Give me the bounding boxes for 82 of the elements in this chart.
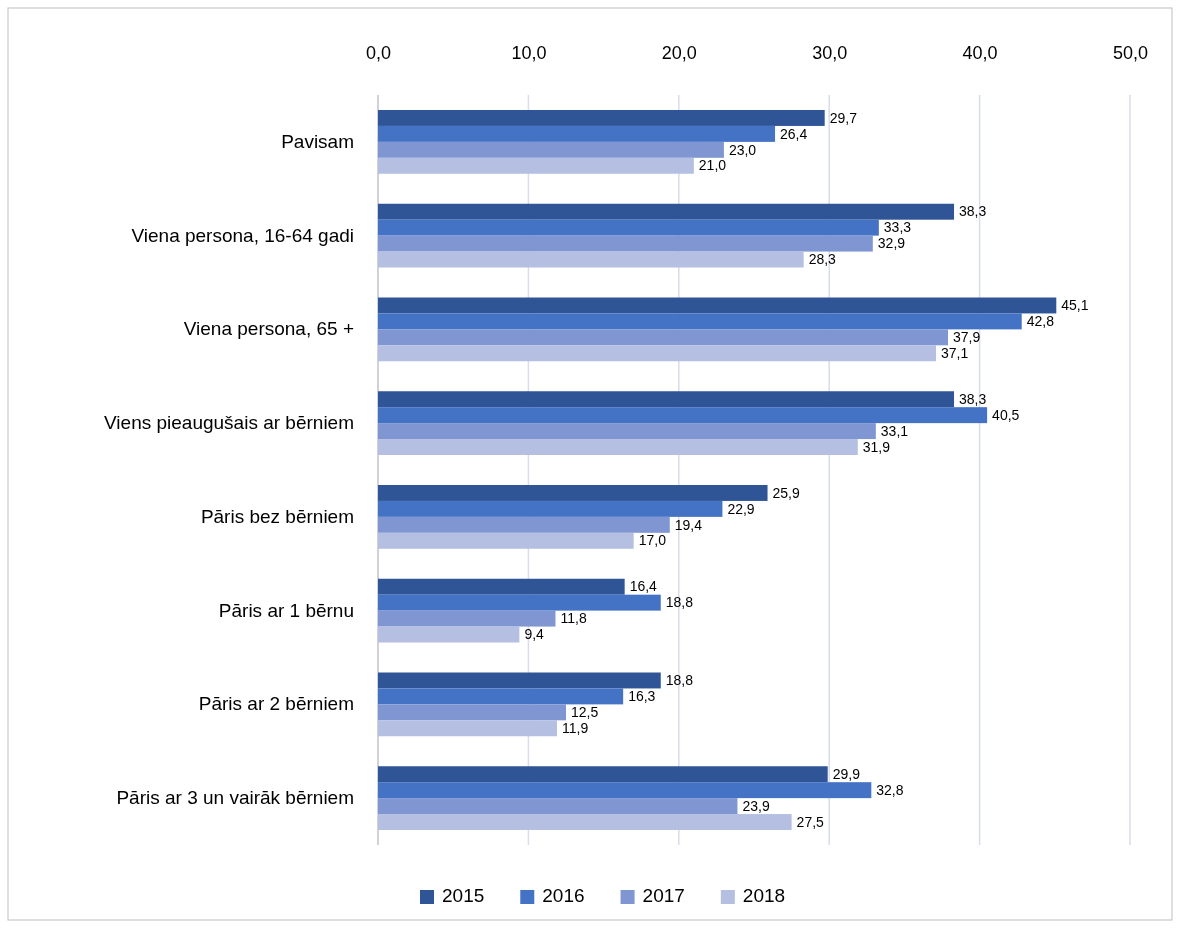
- bar: [378, 720, 557, 737]
- bar: [378, 594, 661, 611]
- data-label: 28,3: [808, 251, 837, 268]
- data-label: 11,9: [561, 719, 589, 736]
- bar: [378, 672, 661, 689]
- x-tick-label: 30,0: [812, 43, 848, 63]
- data-label: 18,8: [665, 672, 694, 689]
- data-label: 40,5: [992, 406, 1020, 423]
- data-label: 22,9: [727, 500, 755, 517]
- bar: [378, 782, 872, 799]
- bar: [378, 345, 936, 362]
- y-tick-label: Viens pieaugušais ar bērniem: [104, 412, 354, 434]
- data-label: 9,4: [524, 626, 545, 643]
- bar: [378, 610, 556, 627]
- x-tick-label: 20,0: [661, 43, 697, 63]
- y-tick-label: Viena persona, 65 +: [183, 318, 354, 340]
- data-label: 25,9: [772, 484, 800, 501]
- bar: [378, 297, 1057, 314]
- legend-label: 2018: [742, 885, 786, 907]
- legend-label: 2015: [442, 885, 485, 907]
- data-label: 16,4: [629, 578, 658, 595]
- bar: [378, 251, 804, 268]
- x-tick-label: 0,0: [365, 43, 392, 63]
- y-tick-label: Pāris ar 2 bērniem: [198, 693, 354, 715]
- y-tick-label: Pāris ar 1 bērnu: [218, 599, 354, 621]
- data-label: 32,9: [877, 235, 906, 252]
- legend-label: 2017: [642, 885, 685, 907]
- data-label: 42,8: [1026, 313, 1055, 330]
- data-label: 29,7: [829, 109, 858, 126]
- x-tick-label: 50,0: [1112, 43, 1149, 63]
- bar: [378, 141, 724, 158]
- bar: [378, 439, 858, 455]
- bar: [378, 516, 670, 533]
- bar: [378, 407, 988, 424]
- data-label: 38,3: [959, 203, 987, 220]
- bar: [378, 219, 879, 236]
- y-tick-label: Pāris bez bērniem: [200, 505, 354, 527]
- bar: [378, 532, 634, 549]
- data-label: 38,3: [959, 390, 987, 407]
- y-tick-label: Pavisam: [281, 130, 354, 152]
- bar: [378, 235, 873, 252]
- x-tick-label: 40,0: [962, 43, 998, 63]
- bar: [378, 485, 768, 501]
- data-label: 33,3: [883, 219, 912, 236]
- bar: [378, 704, 566, 721]
- bar: [378, 125, 776, 142]
- data-label: 33,1: [880, 422, 909, 439]
- x-tick-label: 10,0: [511, 43, 547, 63]
- data-label: 11,8: [560, 610, 587, 627]
- bar: [378, 814, 792, 830]
- data-label: 32,8: [876, 781, 904, 798]
- data-label: 18,8: [665, 594, 694, 611]
- data-label: 37,9: [953, 329, 981, 346]
- bar: [378, 157, 694, 174]
- data-label: 19,4: [674, 516, 703, 533]
- bar: [378, 203, 955, 220]
- data-label: 37,1: [940, 344, 969, 361]
- y-tick-label: Pāris ar 3 un vairāk bērniem: [116, 787, 354, 809]
- bar: [378, 110, 825, 126]
- data-label: 29,9: [832, 765, 861, 782]
- bar: [378, 423, 876, 440]
- bar: [378, 329, 949, 346]
- data-label: 31,9: [862, 438, 891, 455]
- data-label: 23,9: [742, 797, 770, 814]
- data-label: 12,5: [571, 704, 599, 721]
- bar: [378, 500, 723, 517]
- data-label: 23,0: [728, 141, 757, 158]
- data-label: 45,1: [1061, 297, 1089, 314]
- bar: [378, 688, 624, 705]
- data-label: 26,4: [780, 125, 808, 142]
- bar: [378, 798, 738, 815]
- bar: [378, 766, 828, 783]
- bar: [378, 626, 520, 643]
- data-label: 27,5: [796, 813, 825, 830]
- legend-label: 2016: [542, 885, 585, 907]
- data-label: 17,0: [638, 532, 667, 549]
- bar: [378, 313, 1022, 330]
- bar: [378, 391, 955, 408]
- y-tick-label: Viena persona, 16-64 gadi: [131, 224, 354, 246]
- data-label: 21,0: [698, 157, 727, 174]
- data-label: 16,3: [628, 688, 656, 705]
- bar: [378, 578, 625, 595]
